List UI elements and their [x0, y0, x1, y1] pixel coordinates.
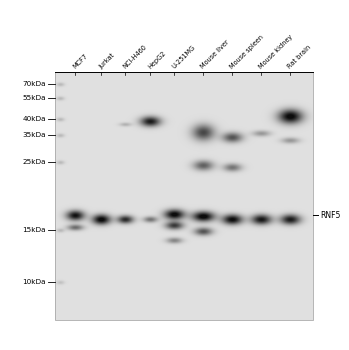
Text: 35kDa: 35kDa	[22, 132, 46, 138]
Text: 10kDa: 10kDa	[22, 279, 46, 285]
Text: Mouse kidney: Mouse kidney	[258, 34, 294, 70]
Text: RNF5: RNF5	[320, 210, 340, 219]
Text: 40kDa: 40kDa	[22, 116, 46, 122]
Text: 15kDa: 15kDa	[22, 227, 46, 233]
Text: NCI-H460: NCI-H460	[122, 44, 148, 70]
Text: U-251MG: U-251MG	[171, 44, 196, 70]
Text: Mouse liver: Mouse liver	[200, 39, 231, 70]
Bar	[55, 72, 313, 320]
Text: 25kDa: 25kDa	[22, 159, 46, 165]
Text: MCF7: MCF7	[72, 53, 89, 70]
Text: Mouse spleen: Mouse spleen	[229, 34, 265, 70]
Text: Jurkat: Jurkat	[98, 52, 116, 70]
Text: 70kDa: 70kDa	[22, 81, 46, 87]
Text: Rat brain: Rat brain	[287, 44, 312, 70]
Text: HepG2: HepG2	[147, 50, 167, 70]
Text: 55kDa: 55kDa	[22, 95, 46, 101]
